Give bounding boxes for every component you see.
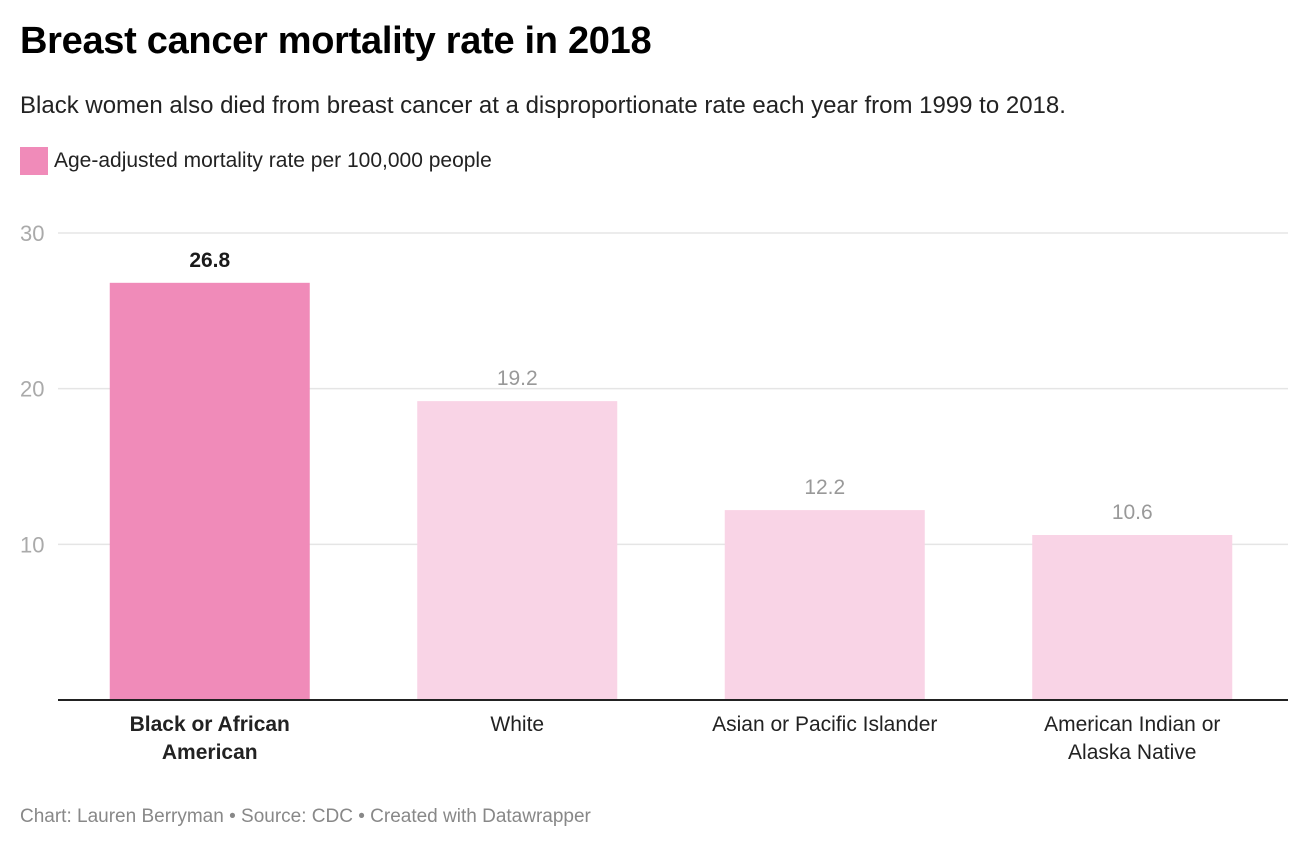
x-tick-label: Asian or Pacific Islander: [712, 713, 937, 736]
bar: [1032, 534, 1233, 700]
y-tick-label: 30: [20, 221, 44, 246]
value-label: 26.8: [189, 249, 230, 272]
y-tick-label: 20: [20, 377, 44, 402]
bar: [724, 510, 925, 700]
legend-label: Age-adjusted mortality rate per 100,000 …: [54, 149, 492, 172]
x-tick-label: American Indian or: [1044, 713, 1220, 736]
value-label: 10.6: [1112, 501, 1153, 524]
x-tick-label: Alaska Native: [1068, 741, 1196, 764]
x-tick-label: White: [490, 713, 544, 736]
y-tick-label: 10: [20, 532, 44, 557]
legend-swatch: [20, 147, 48, 175]
x-tick-label: Black or African: [130, 713, 290, 736]
x-tick-label: American: [162, 741, 258, 764]
chart-title: Breast cancer mortality rate in 2018: [20, 20, 652, 62]
chart-subtitle: Black women also died from breast cancer…: [20, 92, 1066, 119]
bar: [109, 282, 310, 700]
value-label: 19.2: [497, 367, 538, 390]
bar: [417, 401, 618, 700]
chart-footer: Chart: Lauren Berryman • Source: CDC • C…: [20, 806, 591, 827]
value-label: 12.2: [804, 476, 845, 499]
legend: Age-adjusted mortality rate per 100,000 …: [20, 147, 492, 175]
